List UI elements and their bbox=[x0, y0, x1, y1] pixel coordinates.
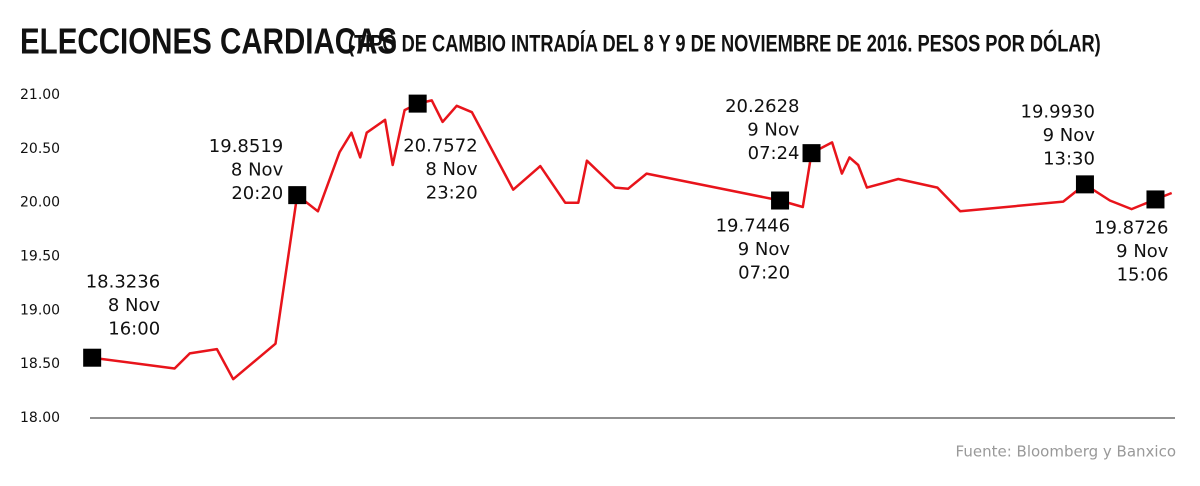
y-tick-label: 20.00 bbox=[20, 195, 60, 211]
annotation: 20:20 bbox=[231, 183, 283, 204]
annotation: 9 Nov bbox=[738, 239, 791, 260]
annotation: 18.3236 bbox=[86, 272, 160, 293]
y-tick-label: 20.50 bbox=[20, 141, 60, 157]
chart-subtitle: (TIPO DE CAMBIO INTRADÍA DEL 8 Y 9 DE NO… bbox=[348, 29, 1101, 57]
annotation: 19.9930 bbox=[1021, 101, 1095, 122]
marker bbox=[1146, 190, 1165, 209]
annotation: 8 Nov bbox=[108, 295, 161, 316]
y-tick-label: 21.00 bbox=[20, 87, 60, 103]
annotation: 8 Nov bbox=[425, 159, 478, 180]
marker bbox=[83, 348, 102, 367]
y-tick-label: 19.00 bbox=[20, 302, 60, 318]
annotation: 07:20 bbox=[738, 263, 790, 284]
annotation: 13:30 bbox=[1043, 148, 1095, 169]
annotation: 07:24 bbox=[748, 143, 800, 164]
chart-title: ELECCIONES CARDIACAS bbox=[20, 21, 397, 61]
annotation: 19.7446 bbox=[716, 216, 790, 237]
annotation: 9 Nov bbox=[1116, 241, 1169, 262]
marker bbox=[1075, 175, 1094, 194]
annotation: 23:20 bbox=[426, 183, 478, 204]
marker bbox=[802, 144, 821, 163]
line bbox=[92, 99, 1173, 381]
annotation: 8 Nov bbox=[231, 160, 284, 181]
annotation: 19.8726 bbox=[1094, 217, 1168, 238]
y-tick-label: 18.50 bbox=[20, 356, 60, 372]
annotation: 19.8519 bbox=[209, 136, 283, 157]
annotation: 9 Nov bbox=[747, 120, 800, 141]
y-tick-label: 19.50 bbox=[20, 249, 60, 265]
annotation: 15:06 bbox=[1117, 264, 1169, 285]
marker bbox=[408, 94, 427, 113]
annotation: 20.2628 bbox=[725, 96, 799, 117]
marker bbox=[288, 186, 307, 205]
annotation: 9 Nov bbox=[1043, 125, 1096, 146]
annotation: 20.7572 bbox=[403, 136, 477, 157]
y-tick-label: 18.00 bbox=[20, 410, 60, 426]
annotation: 16:00 bbox=[108, 319, 160, 340]
marker bbox=[771, 191, 790, 210]
source: Fuente: Bloomberg y Banxico bbox=[956, 443, 1176, 461]
